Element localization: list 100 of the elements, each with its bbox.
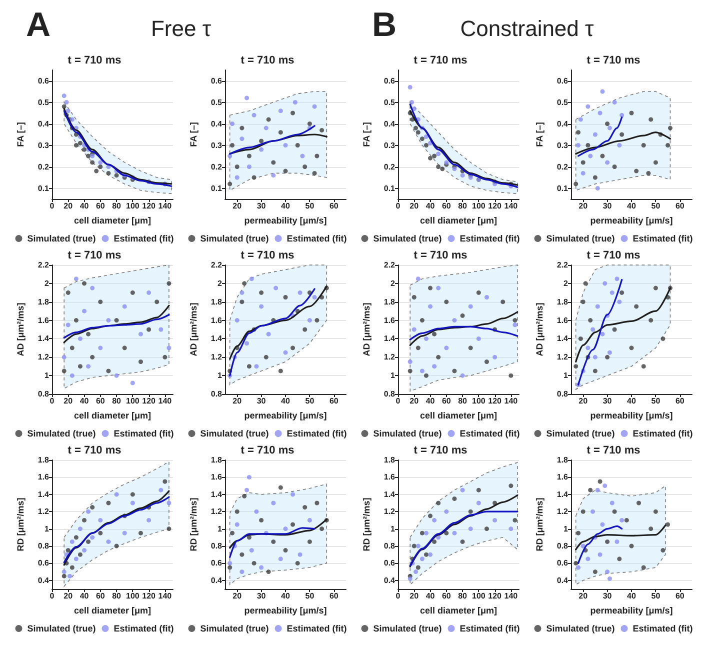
x-tick-label: 80 [112, 396, 122, 406]
legend-label: Simulated (true) [200, 234, 269, 244]
y-tick-label: 1.8 [38, 297, 50, 306]
x-tick-label: 20 [410, 396, 420, 406]
y-tick-label: 0.8 [210, 542, 223, 550]
x-tick-label: 100 [126, 202, 140, 210]
y-tick-label: 0.3 [38, 140, 50, 150]
y-tick-label: 1.4 [38, 490, 50, 499]
y-tick-label: 1.6 [384, 472, 396, 482]
x-tick-label: 120 [488, 202, 502, 210]
y-tick-label: 0.3 [556, 140, 569, 150]
y-axis-title: AD [μm²/ms] [362, 302, 372, 356]
y-tick-label: 2.2 [210, 260, 223, 270]
y-tick-label: 1.6 [210, 316, 223, 325]
y-tick-label: 1.2 [210, 352, 223, 362]
x-tick-label: 50 [305, 592, 315, 600]
y-tick-label: 0.6 [384, 76, 396, 86]
y-axis-title: AD [μm²/ms] [16, 302, 26, 356]
x-axis-title: permeability [μm/s] [244, 606, 327, 616]
y-tick-label: 1.8 [384, 456, 396, 464]
x-tick-label: 100 [472, 202, 486, 210]
legend-label: Simulated (true) [27, 234, 96, 244]
y-axis-title: RD [μm²/ms] [188, 498, 198, 552]
chart-title: t = 710 ms [240, 444, 294, 456]
x-tick-label: 30 [602, 202, 612, 210]
x-tick-label: 100 [126, 592, 140, 600]
y-tick-label: 0.4 [210, 576, 223, 585]
y-tick-label: 0.8 [38, 542, 50, 550]
x-tick-label: 60 [442, 592, 452, 600]
x-tick-label: 40 [426, 592, 436, 600]
x-tick-label: 0 [396, 202, 401, 210]
x-tick-label: 80 [112, 592, 122, 600]
x-tick-label: 30 [602, 396, 612, 406]
x-tick-label: 140 [158, 202, 172, 210]
y-tick-label: 1.8 [384, 297, 396, 306]
y-tick-label: 0.4 [38, 576, 50, 585]
legend-label: Estimated (fit) [632, 428, 693, 438]
text: A [26, 6, 51, 45]
y-tick-label: 1 [564, 524, 569, 534]
y-tick-label: 0.6 [210, 558, 223, 568]
x-tick-label: 20 [232, 202, 242, 210]
y-axis-title: FA [–] [362, 122, 372, 147]
x-tick-label: 60 [329, 592, 339, 600]
x-tick-label: 80 [458, 592, 468, 600]
legend-label: Estimated (fit) [460, 624, 520, 634]
y-tick-label: 0.3 [384, 140, 396, 150]
y-tick-label: 1.2 [210, 507, 223, 516]
x-tick-label: 40 [627, 396, 636, 406]
x-tick-label: 20 [578, 202, 588, 210]
y-tick-label: 2.2 [556, 260, 569, 270]
chart-title: t = 710 ms [586, 54, 640, 66]
x-axis-title: cell diameter [μm] [74, 606, 152, 616]
x-tick-label: 20 [64, 396, 74, 406]
y-tick-label: 0.6 [210, 76, 223, 86]
y-tick-label: 1.2 [556, 352, 569, 362]
y-tick-label: 0.2 [384, 162, 396, 172]
x-axis-title: permeability [μm/s] [590, 606, 673, 616]
x-axis-title: cell diameter [μm] [420, 216, 498, 226]
chart-title: t = 710 ms [240, 54, 294, 66]
y-tick-label: 0.6 [38, 558, 50, 568]
y-tick-label: 0.4 [556, 576, 569, 585]
y-tick-label: 1.6 [210, 472, 223, 482]
y-tick-label: 0.4 [556, 119, 569, 128]
y-tick-label: 1.8 [556, 456, 569, 464]
legend-label: Estimated (fit) [114, 624, 174, 634]
legend-label: Simulated (true) [200, 624, 269, 634]
y-tick-label: 2 [218, 278, 223, 288]
x-tick-label: 30 [256, 592, 266, 600]
y-tick-label: 1.4 [210, 334, 223, 344]
x-tick-label: 20 [232, 592, 242, 600]
chart-title: t = 710 ms [586, 444, 640, 456]
x-tick-label: 0 [396, 592, 401, 600]
y-tick-label: 0.1 [384, 184, 396, 193]
y-axis-title: FA [–] [534, 122, 544, 147]
legend-label: Simulated (true) [373, 234, 442, 244]
x-tick-label: 60 [329, 202, 339, 210]
legend-label: Estimated (fit) [632, 234, 693, 244]
legend-label: Simulated (true) [373, 624, 442, 634]
x-tick-label: 0 [50, 592, 55, 600]
y-tick-label: 0.8 [210, 390, 223, 398]
x-tick-label: 60 [442, 396, 452, 406]
text: Free τ [150, 16, 212, 41]
y-tick-label: 0.5 [38, 98, 50, 107]
y-tick-label: 0.8 [556, 542, 569, 550]
x-tick-label: 40 [281, 396, 290, 406]
x-tick-label: 40 [426, 396, 436, 406]
y-tick-label: 1.2 [556, 507, 569, 516]
x-tick-label: 40 [80, 396, 90, 406]
y-tick-label: 0.1 [38, 184, 50, 193]
chart-title: t = 710 ms [414, 250, 468, 262]
y-axis-title: RD [μm²/ms] [16, 498, 26, 552]
legend-label: Simulated (true) [27, 624, 96, 634]
y-tick-label: 1.4 [556, 334, 569, 344]
x-tick-label: 140 [158, 396, 172, 406]
x-tick-label: 140 [504, 202, 518, 210]
x-tick-label: 50 [651, 396, 661, 406]
x-tick-label: 120 [488, 396, 502, 406]
x-tick-label: 100 [472, 396, 486, 406]
legend-label: Simulated (true) [200, 428, 269, 438]
x-tick-label: 120 [142, 592, 156, 600]
